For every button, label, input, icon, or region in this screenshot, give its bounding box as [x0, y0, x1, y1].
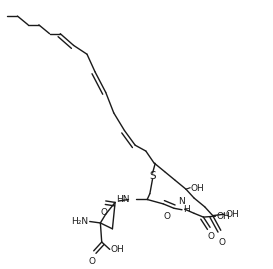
Text: HN: HN: [116, 195, 130, 204]
Text: O: O: [101, 208, 108, 217]
Text: H: H: [183, 205, 189, 214]
Text: N: N: [178, 197, 185, 206]
Text: OH: OH: [191, 184, 204, 193]
Text: OH: OH: [225, 210, 239, 219]
Text: OH: OH: [216, 212, 230, 221]
Text: H₂N: H₂N: [71, 217, 88, 226]
Text: O: O: [89, 257, 96, 266]
Text: O: O: [219, 238, 225, 247]
Text: S: S: [149, 171, 156, 181]
Text: O: O: [207, 232, 214, 241]
Text: OH: OH: [111, 245, 124, 254]
Text: O: O: [164, 212, 171, 221]
